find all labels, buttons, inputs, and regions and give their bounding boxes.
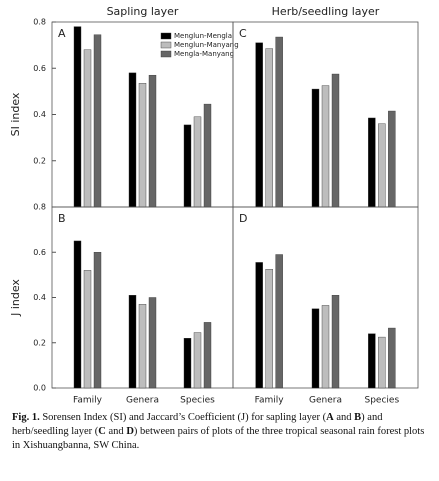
caption-text: and (105, 426, 127, 437)
x-tick-label: Family (255, 396, 285, 406)
y-axis-label: J index (9, 279, 22, 317)
x-tick-label: Species (365, 396, 400, 406)
panel-letter: A (58, 27, 66, 40)
bar (331, 295, 340, 389)
bar (203, 322, 212, 389)
bar (321, 305, 330, 389)
bar (311, 308, 320, 389)
y-tick-label: 0.2 (33, 156, 46, 165)
panel-letter: B (58, 212, 66, 225)
legend-swatch (160, 32, 172, 40)
caption: Fig. 1. Sorensen Index (SI) and Jaccard’… (12, 411, 430, 453)
y-tick-label: 0.8 (33, 203, 46, 212)
y-tick-label: 0.6 (33, 64, 46, 73)
caption-text: ) between pairs of plots of the three tr… (12, 426, 425, 451)
bar (183, 124, 192, 208)
caption-text: D (126, 426, 134, 437)
caption-text: A (326, 412, 334, 423)
bar (183, 338, 192, 389)
bar (93, 34, 102, 208)
panel-letter: C (239, 27, 247, 40)
bar (83, 49, 92, 208)
bar (128, 295, 137, 389)
x-tick-label: Genera (126, 396, 159, 406)
legend-swatch (160, 50, 172, 58)
x-tick-label: Species (180, 396, 215, 406)
bar (378, 336, 386, 389)
caption-text: ) and herb/seedling layer ( (12, 412, 383, 437)
legend-label: Mengla-Manyang (174, 50, 234, 58)
y-tick-label: 0.6 (33, 248, 46, 257)
caption-text: B (354, 412, 362, 423)
y-tick-label: 0.8 (33, 18, 46, 27)
x-tick-label: Genera (309, 396, 342, 406)
y-tick-label: 0.0 (33, 384, 46, 393)
legend-label: Menglun-Manyang (174, 41, 239, 49)
bar (265, 269, 273, 389)
bar (311, 88, 320, 208)
caption-text: and (333, 412, 355, 423)
column-title: Sapling layer (107, 5, 179, 18)
caption-text: Fig. 1. (12, 412, 40, 423)
bar (368, 333, 376, 389)
bar (255, 42, 263, 208)
y-tick-label: 0.4 (33, 110, 46, 119)
bar (193, 116, 202, 208)
bar (388, 110, 396, 208)
caption-text: Sorensen Index (SI) and Jaccard’s Coeffi… (39, 412, 327, 423)
caption-text: C (98, 426, 106, 437)
column-title: Herb/seedling layer (272, 5, 380, 18)
y-axis-label: SI index (9, 92, 22, 136)
figure: Sapling layer SI index A 0.2 0.4 0.6 0.8 Menglu… (9, 5, 419, 406)
bar (93, 252, 102, 389)
bar (83, 270, 92, 389)
bar (388, 327, 396, 389)
bar (138, 83, 147, 208)
bar (321, 85, 330, 208)
bar (203, 103, 212, 208)
bar (275, 254, 283, 389)
panel-letter: D (239, 212, 247, 225)
bar (128, 72, 137, 208)
bar (193, 332, 202, 389)
x-tick-label: Family (73, 396, 103, 406)
legend-swatch (160, 41, 172, 49)
legend-label: Menglun-Mengla (174, 32, 232, 40)
bar (265, 48, 273, 208)
bar (368, 117, 376, 208)
bar (148, 74, 157, 208)
bar (73, 26, 82, 208)
bar (138, 304, 147, 389)
bar (275, 36, 283, 208)
y-tick-label: 0.2 (33, 338, 46, 347)
bar (331, 73, 340, 208)
bar (148, 297, 157, 389)
bar (255, 262, 263, 389)
y-tick-label: 0.4 (33, 293, 46, 302)
bar (378, 123, 386, 208)
bar (73, 240, 82, 389)
